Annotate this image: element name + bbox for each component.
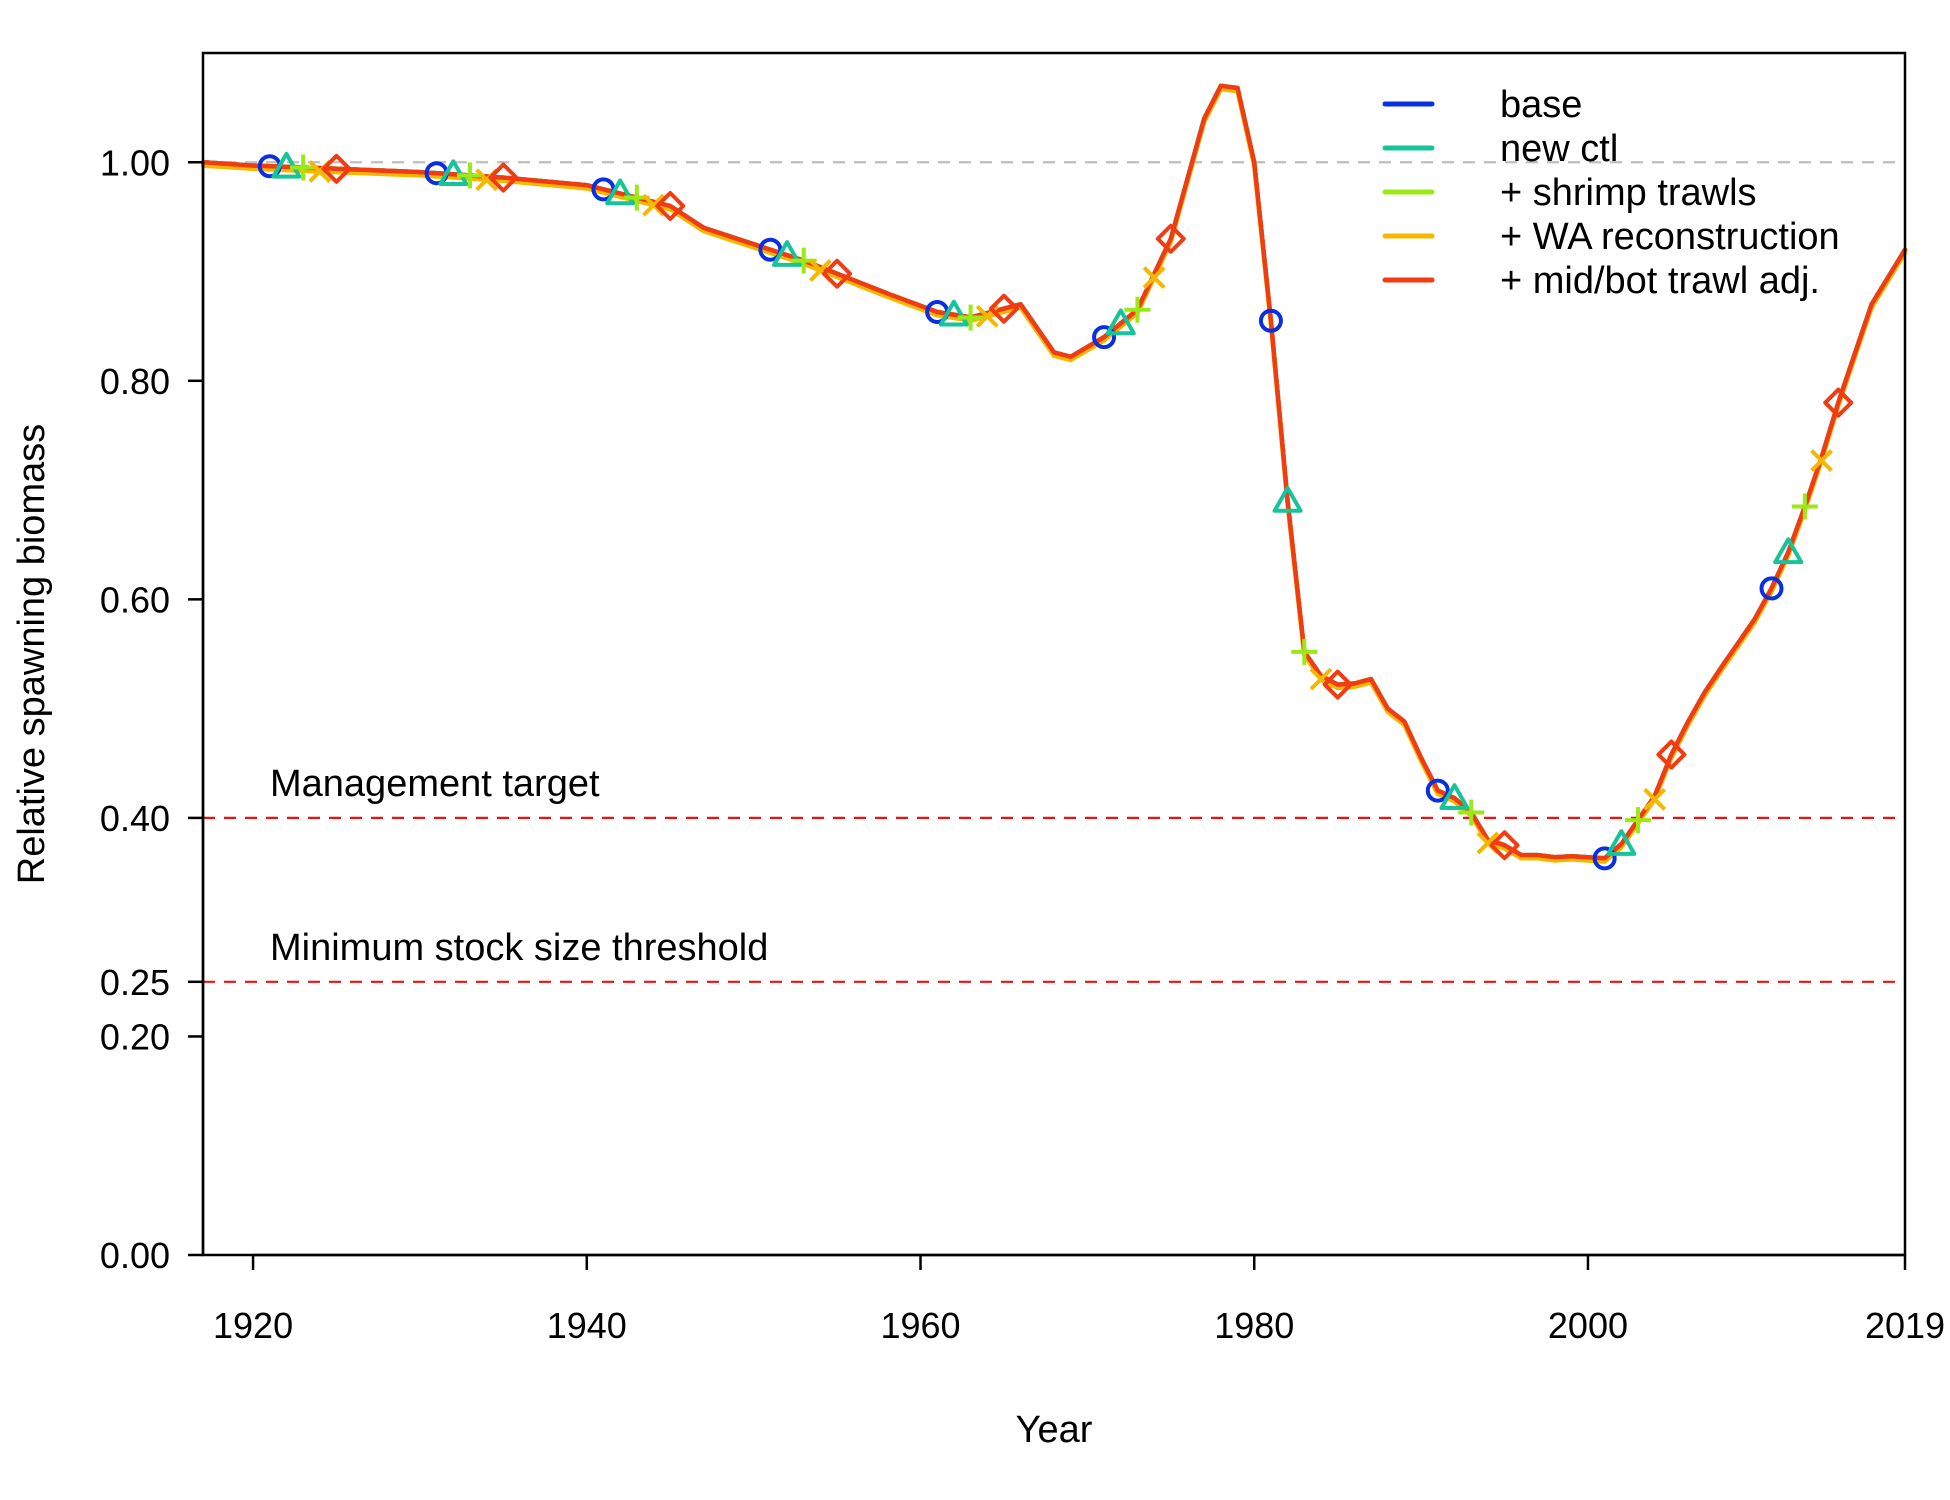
y-tick-label: 0.40 [100,798,170,839]
x-tick-label: 2000 [1548,1305,1628,1346]
series-lines [200,83,1908,864]
reference-line-label: Management target [270,763,600,805]
series-marker-3 [1142,266,1166,289]
series-marker-1 [605,178,636,206]
series-marker-3 [1643,787,1667,811]
series-marker-4 [321,153,352,184]
series-marker-2 [290,154,317,181]
series-marker-2 [456,162,483,189]
series-marker-1 [1439,783,1470,810]
x-axis-title: Year [1016,1409,1093,1451]
series-marker-2 [1625,807,1652,834]
y-tick-label: 0.20 [100,1016,170,1057]
series-marker-2 [1124,296,1151,323]
series-marker-0 [1759,576,1784,601]
series-marker-4 [1823,387,1854,418]
series-marker-4 [988,293,1019,324]
series-marker-2 [1458,799,1485,826]
series-marker-2 [1291,638,1318,665]
y-tick-label: 0.60 [100,579,170,620]
series-marker-0 [758,237,783,262]
x-axis: 1920 1940 1960 1980 2000 2019 [213,1253,1945,1346]
series-marker-4 [488,162,519,193]
series-marker-0 [1258,308,1283,333]
reference-line-label: Minimum stock size threshold [270,927,768,969]
series-marker-4 [1656,739,1687,770]
reference-line-labels: Management target Minimum stock size thre… [270,763,768,969]
y-axis-title: Relative spawning biomass [11,424,53,884]
series-marker-3 [1810,449,1833,473]
series-marker-1 [271,151,302,179]
series-marker-1 [1105,308,1136,336]
series-marker-4 [822,258,853,289]
series-line-4 [200,83,1908,861]
series-marker-4 [1155,223,1186,254]
reference-lines [203,161,1905,983]
series-marker-0 [1092,325,1117,350]
x-tick-label: 1980 [1214,1305,1294,1346]
series-marker-1 [1606,829,1637,856]
legend-label-0: base [1500,84,1582,126]
series-marker-4 [1322,669,1353,700]
legend-label-3: + WA reconstruction [1500,216,1840,258]
y-tick-label: 0.25 [100,962,170,1003]
series-marker-1 [438,159,469,187]
y-axis: 0.00 0.20 0.25 0.40 0.60 0.80 1.00 [100,142,205,1276]
series-marker-1 [772,240,803,267]
x-tick-label: 1940 [547,1305,627,1346]
x-tick-label: 1920 [213,1305,293,1346]
series-marker-2 [1791,493,1818,520]
legend-label-2: + shrimp trawls [1500,172,1757,214]
series-marker-0 [1425,778,1450,803]
series-marker-1 [938,299,969,327]
y-tick-label: 0.00 [100,1235,170,1276]
y-tick-label: 1.00 [100,142,170,183]
series-marker-4 [655,190,686,221]
series-marker-4 [1489,830,1520,861]
series-markers [257,151,1854,871]
legend-label-4: + mid/bot trawl adj. [1500,260,1820,302]
series-marker-1 [1773,537,1804,565]
legend-label-1: new ctl [1500,128,1618,170]
x-tick-label: 2019 [1865,1305,1945,1346]
series-marker-1 [1272,486,1303,513]
series-marker-2 [957,304,984,331]
series-marker-0 [1592,846,1617,871]
x-tick-label: 1960 [880,1305,960,1346]
y-tick-label: 0.80 [100,361,170,402]
